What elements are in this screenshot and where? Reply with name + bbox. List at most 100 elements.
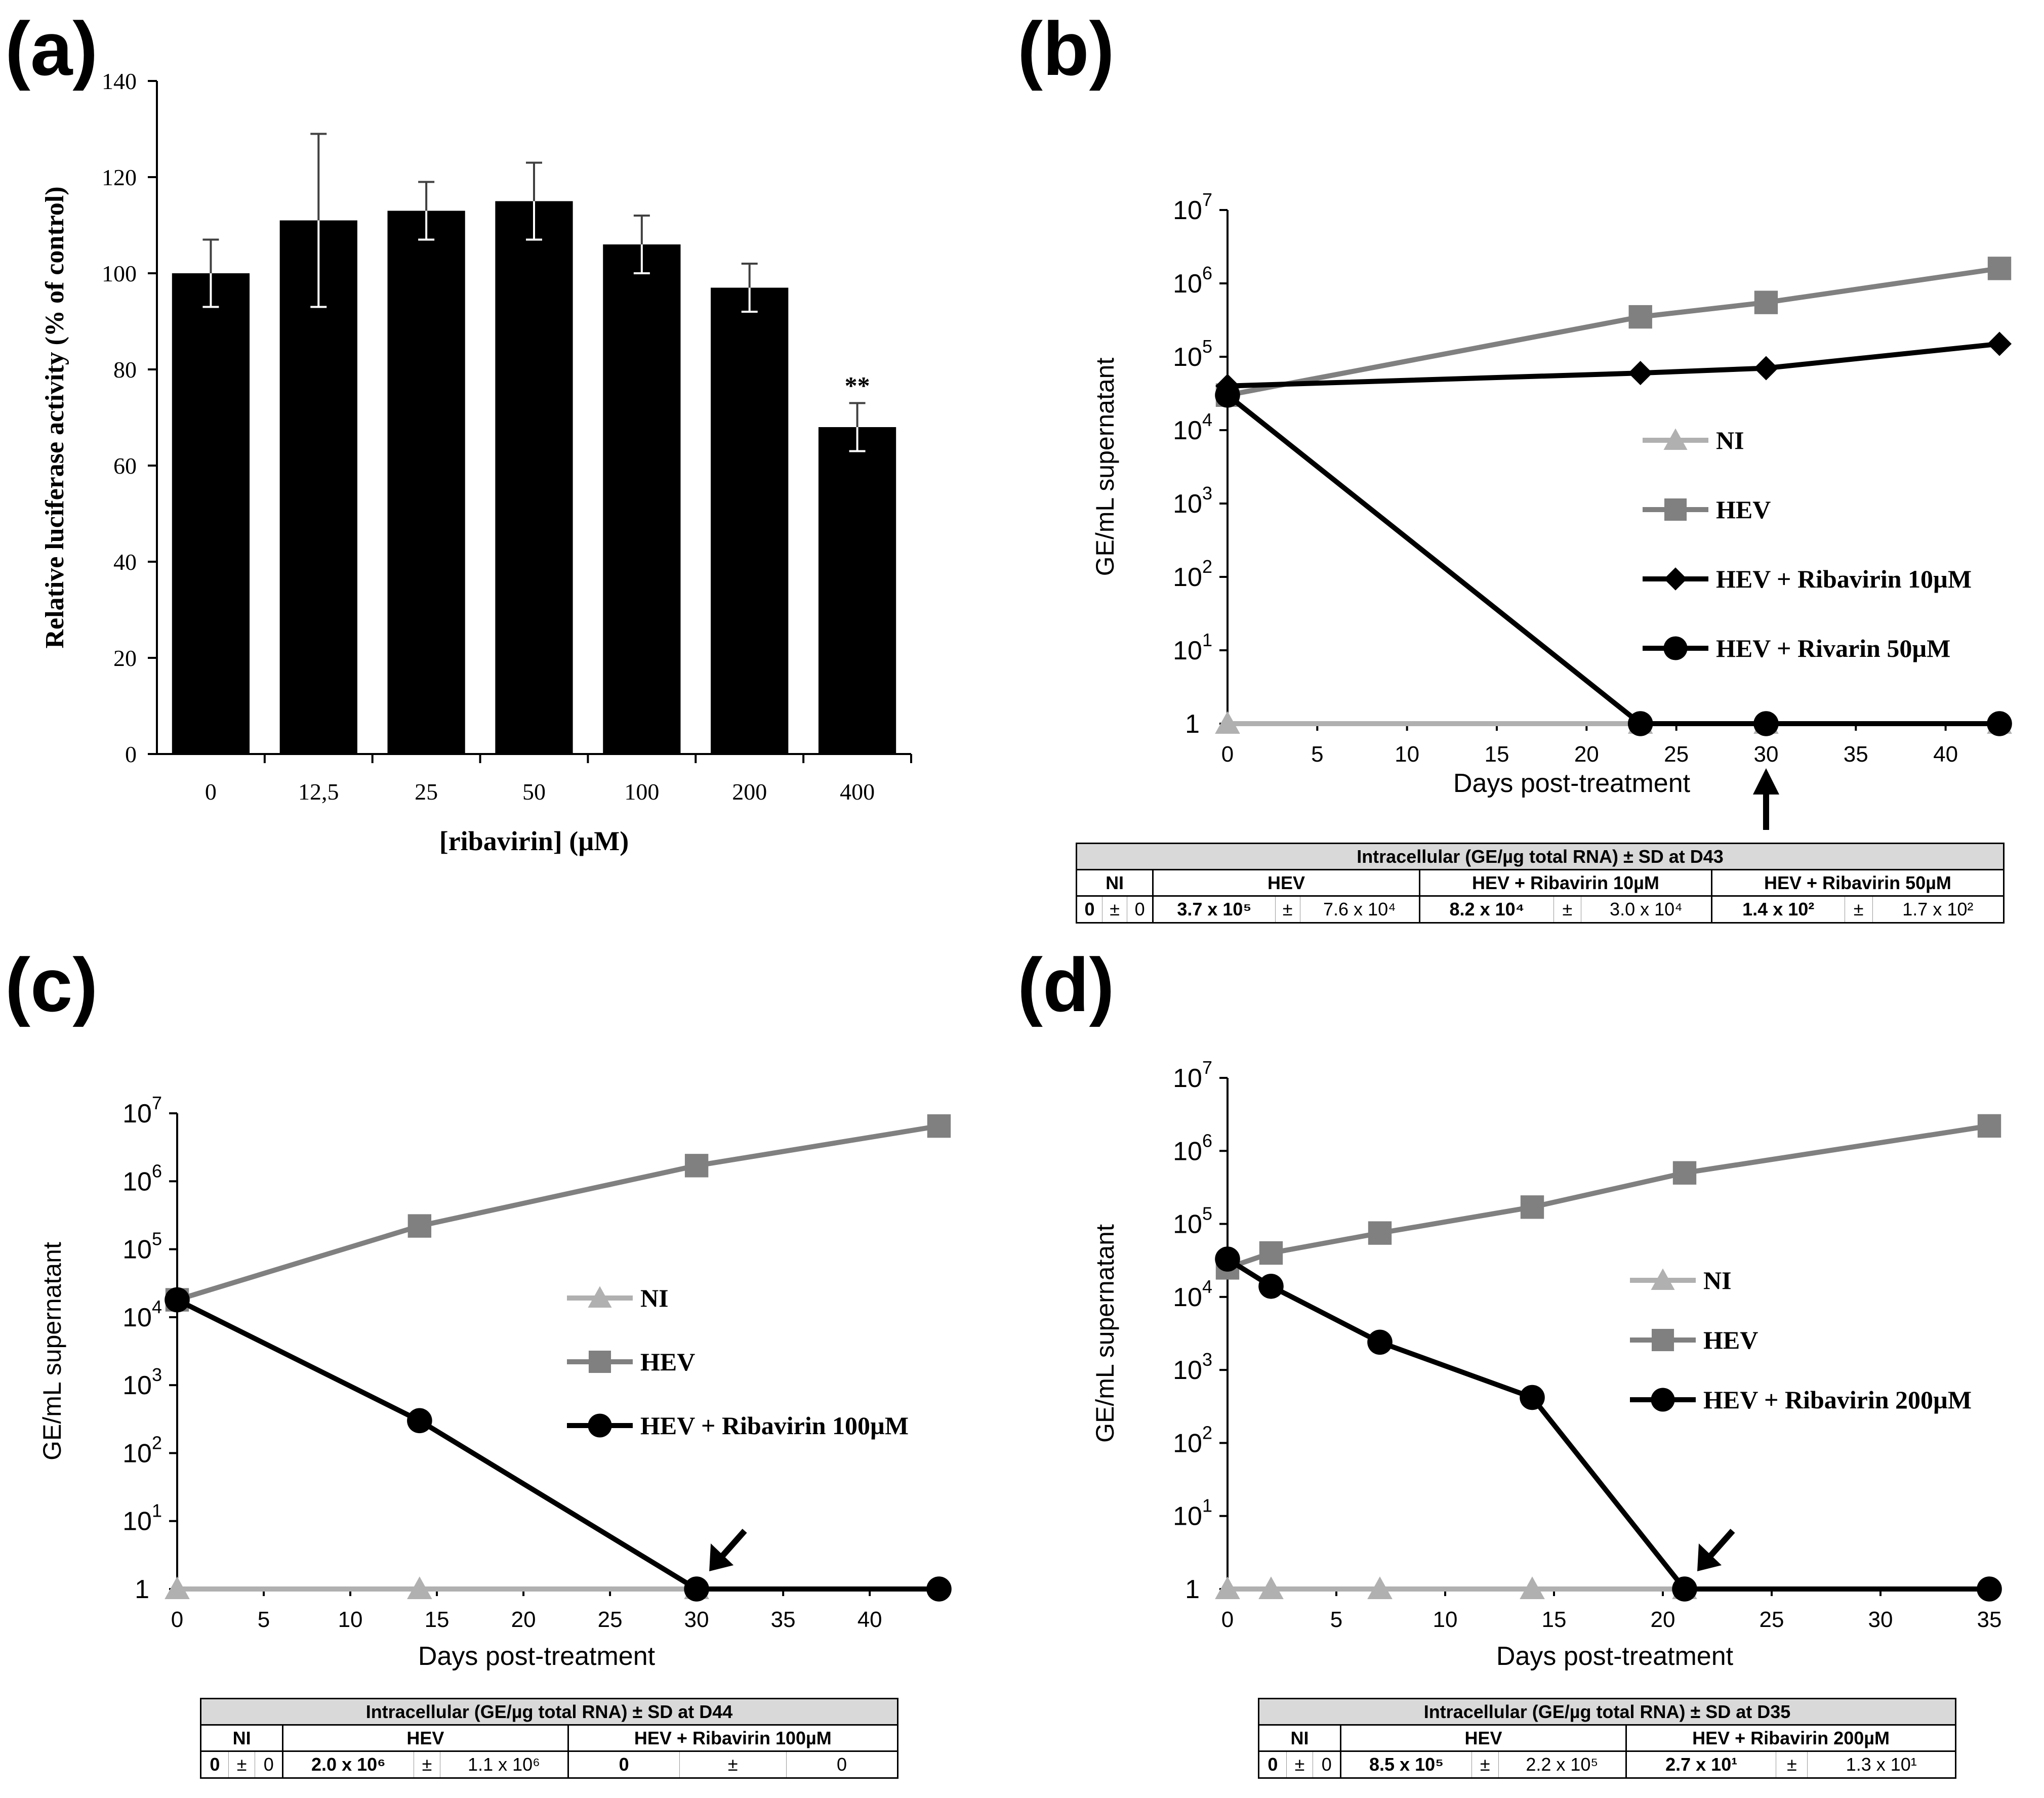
square-marker (1259, 1241, 1283, 1265)
table-group-header: HEV + Ribavirin 10µM (1418, 869, 1712, 897)
triangle-marker (1520, 1576, 1545, 1599)
y-tick-exponent: 2 (152, 1432, 162, 1453)
x-axis-label: Days post-treatment (1453, 769, 1691, 798)
x-tick-label: 400 (840, 779, 875, 805)
table-plusminus: ± (413, 1750, 441, 1779)
y-axis-label: Relative luciferase activity (% of contr… (40, 186, 69, 648)
y-tick-base: 10 (122, 1099, 152, 1128)
table-group-header: NI (1075, 869, 1154, 897)
x-tick-label: 5 (258, 1607, 270, 1632)
y-tick-exponent: 2 (1202, 1422, 1212, 1443)
x-tick-label: 10 (1395, 742, 1419, 767)
table-title: Intracellular (GE/µg total RNA) ± SD at … (1258, 1697, 1956, 1726)
circle-marker (1672, 1576, 1697, 1602)
bar (279, 220, 357, 754)
x-tick-label: 25 (415, 779, 438, 805)
x-tick-label: 35 (1844, 742, 1868, 767)
table-mean: 0 (200, 1750, 229, 1779)
y-tick-exponent: 5 (152, 1229, 162, 1249)
table-mean: 8.2 x 10⁴ (1418, 895, 1555, 924)
legend-label: HEV + Ribavirin 100µM (640, 1411, 909, 1440)
triangle-marker (1258, 1576, 1284, 1599)
y-tick-label: 106 (1173, 263, 1212, 299)
y-tick-base: 10 (1173, 269, 1202, 299)
y-tick-exponent: 4 (152, 1297, 162, 1317)
square-marker (1368, 1221, 1392, 1245)
table-group-header: HEV (1152, 869, 1420, 897)
y-tick-exponent: 1 (152, 1500, 162, 1521)
series-line (176, 1298, 939, 1592)
x-tick-label: 10 (338, 1607, 363, 1632)
bar (818, 427, 896, 754)
y-tick-label: 102 (1173, 556, 1212, 592)
x-tick-label: 40 (857, 1607, 882, 1632)
y-axis-label: GE/mL supernatant (1091, 1224, 1119, 1443)
x-tick-label: 15 (1542, 1607, 1567, 1632)
x-tick-label: 25 (1760, 1607, 1784, 1632)
x-tick-label: 15 (425, 1607, 449, 1632)
panel-label-c: (c) (5, 942, 98, 1027)
y-tick-label: 105 (122, 1229, 162, 1265)
table-group-header: HEV (282, 1724, 569, 1752)
y-tick-base: 10 (122, 1303, 152, 1332)
square-marker (1987, 257, 2012, 280)
table-mean: 1.4 x 10² (1710, 895, 1845, 924)
circle-marker (1651, 1388, 1675, 1412)
triangle-marker (1651, 1268, 1675, 1290)
square-marker (1672, 1161, 1697, 1185)
square-marker (684, 1154, 709, 1178)
y-tick-base: 10 (122, 1371, 152, 1400)
legend-label: HEV + Rivarin 50µM (1716, 634, 1950, 662)
y-tick-label: 101 (1173, 630, 1212, 665)
y-tick-base: 10 (122, 1167, 152, 1196)
table-sd: 0 (1313, 1750, 1342, 1779)
triangle-marker (588, 1286, 612, 1308)
legend-label: HEV (640, 1348, 695, 1376)
y-tick-label: 101 (122, 1500, 162, 1536)
table-mean: 8.5 x 10⁵ (1340, 1750, 1472, 1779)
circle-marker (1663, 636, 1688, 660)
y-tick-base: 10 (1173, 343, 1202, 372)
triangle-marker (407, 1576, 432, 1599)
square-marker (1628, 305, 1652, 329)
y-tick-label: 106 (122, 1160, 162, 1196)
y-tick-label: 40 (113, 549, 137, 575)
table-group-header: HEV + Ribavirin 200µM (1625, 1724, 1956, 1752)
x-tick-label: 30 (1868, 1607, 1893, 1632)
y-tick-exponent: 5 (1202, 1203, 1212, 1224)
table-sd: 1.3 x 10¹ (1807, 1750, 1956, 1779)
series-line (176, 1123, 939, 1303)
legend-label: NI (1703, 1266, 1732, 1294)
y-tick-exponent: 7 (1202, 1057, 1212, 1078)
table-mean: 0 (567, 1750, 680, 1779)
y-tick-base: 10 (1173, 196, 1202, 225)
table-group-header: NI (199, 1724, 284, 1752)
x-tick-label: 200 (732, 779, 767, 805)
legend-label: HEV (1703, 1326, 1758, 1354)
table-plusminus: ± (1844, 895, 1873, 924)
x-axis-label: Days post-treatment (1496, 1642, 1734, 1671)
square-marker (1651, 1328, 1674, 1352)
square-marker (1754, 290, 1778, 314)
panel-label-d: (d) (1017, 942, 1115, 1027)
y-tick-label: 102 (122, 1432, 162, 1468)
y-tick-label: 107 (1173, 189, 1212, 225)
significance-marker: ** (845, 371, 870, 400)
table-plusminus: ± (1471, 1750, 1499, 1779)
y-tick-base: 10 (122, 1507, 152, 1536)
table-group-header: HEV + Ribavirin 100µM (567, 1724, 899, 1752)
diamond-marker (1753, 356, 1778, 381)
table-group-header: HEV + Ribavirin 50µM (1710, 869, 2005, 897)
table-plusminus: ± (1102, 895, 1128, 924)
bar (603, 244, 681, 754)
arrow-head (1697, 1543, 1722, 1571)
table-group-header: NI (1257, 1724, 1342, 1752)
y-tick-base: 10 (1173, 1502, 1202, 1531)
y-tick-base: 10 (1173, 1064, 1202, 1093)
x-tick-label: 0 (171, 1607, 183, 1632)
table-sd: 3.0 x 10⁴ (1580, 895, 1712, 924)
y-tick-label: 60 (113, 453, 137, 479)
y-tick-label: 107 (122, 1093, 162, 1128)
x-tick-label: 10 (1433, 1607, 1458, 1632)
